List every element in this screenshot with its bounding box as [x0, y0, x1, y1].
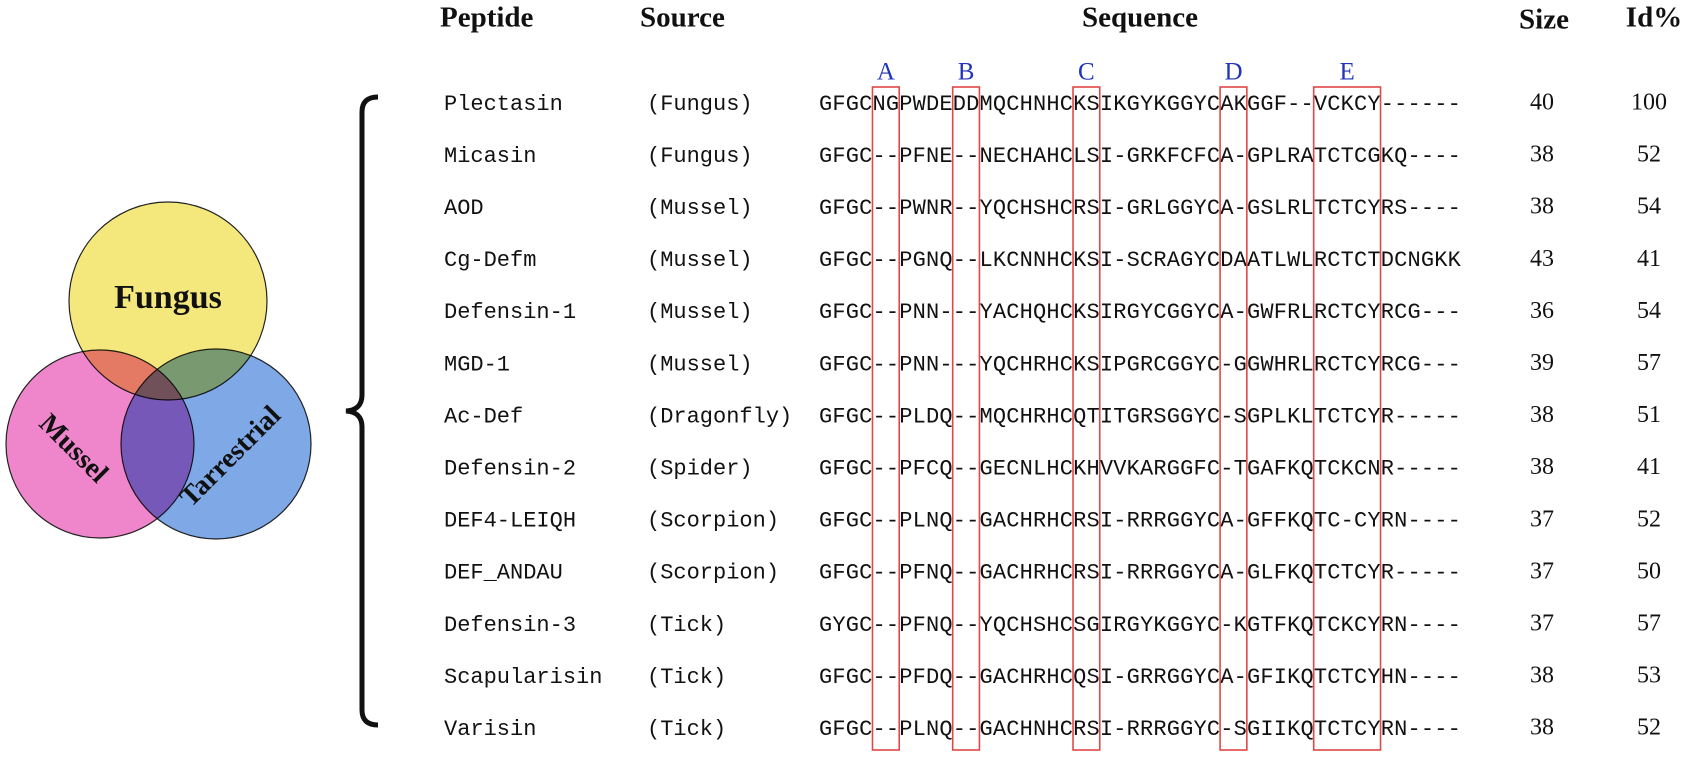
source: (Scorpion): [647, 509, 779, 534]
peptide-name: Varisin: [444, 717, 536, 742]
sequence: GFGC--PWNR--YQCHSHCRSI-GRLGGYCA-GSLRLTCT…: [819, 196, 1461, 221]
peptide-name: Cg-Defm: [444, 248, 536, 273]
venn-diagram: [5, 201, 312, 540]
sequence: GFGC--PNN---YACHQHCKSIRGYCGGYCA-GWFRLRCT…: [819, 300, 1461, 325]
venn-label: Fungus: [114, 279, 222, 316]
sequence: GFGC--PFNE--NECHAHCLSI-GRKFCFCA-GPLRATCT…: [819, 144, 1461, 169]
sequence: GFGC--PLNQ--GACHRHCRSI-RRRGGYCA-GFFKQTC-…: [819, 509, 1461, 534]
identity: 52: [1637, 506, 1661, 532]
sequence: GFGC--PFCQ--GECNLHCKHVVKARGGFC-TGAFKQTCK…: [819, 457, 1461, 482]
size: 38: [1530, 663, 1554, 689]
column-header: Source: [640, 2, 725, 34]
identity: 100: [1631, 90, 1667, 116]
size: 39: [1530, 350, 1554, 376]
peptide-name: Defensin-2: [444, 457, 576, 482]
size: 38: [1530, 715, 1554, 741]
region-label: E: [1339, 59, 1354, 86]
region-label: A: [877, 59, 895, 86]
region-box: [1072, 86, 1101, 751]
identity: 51: [1637, 402, 1661, 428]
size: 38: [1530, 454, 1554, 480]
sequence: GFGC--PFNQ--GACHRHCRSI-RRRGGYCA-GLFKQTCT…: [819, 561, 1461, 586]
source: (Mussel): [647, 300, 753, 325]
sequence: GFGC--PLNQ--GACHNHCRSI-RRRGGYC-SGIIKQTCT…: [819, 717, 1461, 742]
identity: 54: [1637, 298, 1661, 324]
identity: 52: [1637, 142, 1661, 168]
region-box: [951, 86, 981, 751]
sequence: GFGC--PGNQ--LKCNNHCKSI-SCRAGYCDAATLWLRCT…: [819, 248, 1462, 273]
region-box: [1219, 86, 1248, 751]
source: (Fungus): [647, 92, 753, 117]
column-header: Peptide: [440, 2, 534, 34]
size: 43: [1530, 246, 1554, 272]
peptide-name: AOD: [444, 196, 484, 221]
sequence: GFGC--PLDQ--MQCHRHCQTITGRSGGYC-SGPLKLTCT…: [819, 404, 1461, 429]
source: (Mussel): [647, 248, 753, 273]
region-label: C: [1078, 59, 1095, 86]
size: 38: [1530, 142, 1554, 168]
source: (Fungus): [647, 144, 753, 169]
source: (Mussel): [647, 352, 753, 377]
source: (Spider): [647, 457, 753, 482]
identity: 41: [1637, 454, 1661, 480]
column-header: Id%: [1626, 2, 1682, 34]
column-header: Size: [1519, 4, 1569, 36]
peptide-name: Defensin-3: [444, 613, 576, 638]
region-label: D: [1224, 59, 1242, 86]
size: 37: [1530, 611, 1554, 637]
size: 38: [1530, 402, 1554, 428]
source: (Scorpion): [647, 561, 779, 586]
identity: 41: [1637, 246, 1661, 272]
identity: 57: [1637, 611, 1661, 637]
peptide-name: Scapularisin: [444, 665, 602, 690]
identity: 50: [1637, 558, 1661, 584]
region-box: [1312, 86, 1382, 751]
identity: 52: [1637, 715, 1661, 741]
source: (Tick): [647, 665, 726, 690]
peptide-name: Defensin-1: [444, 300, 576, 325]
identity: 57: [1637, 350, 1661, 376]
size: 37: [1530, 558, 1554, 584]
region-label: B: [958, 59, 975, 86]
sequence: GFGCNGPWDEDDMQCHNHCKSIKGYKGGYCAKGGF--VCK…: [819, 92, 1461, 117]
column-header: Sequence: [1082, 2, 1198, 34]
source: (Tick): [647, 717, 726, 742]
identity: 54: [1637, 194, 1661, 220]
peptide-name: MGD-1: [444, 352, 510, 377]
venn-circle: [120, 348, 312, 540]
region-box: [871, 86, 901, 751]
sequence: GYGC--PFNQ--YQCHSHCSGIRGYKGGYC-KGTFKQTCK…: [819, 613, 1461, 638]
size: 38: [1530, 194, 1554, 220]
source: (Dragonfly): [647, 404, 792, 429]
source: (Mussel): [647, 196, 753, 221]
peptide-name: Ac-Def: [444, 404, 523, 429]
source: (Tick): [647, 613, 726, 638]
size: 40: [1530, 90, 1554, 116]
peptide-name: DEF_ANDAU: [444, 561, 563, 586]
peptide-name: DEF4-LEIQH: [444, 509, 576, 534]
sequence: GFGC--PFDQ--GACHRHCQSI-GRRGGYCA-GFIKQTCT…: [819, 665, 1461, 690]
size: 36: [1530, 298, 1554, 324]
brace: [345, 94, 379, 728]
size: 37: [1530, 506, 1554, 532]
sequence: GFGC--PNN---YQCHRHCKSIPGRCGGYC-GGWHRLRCT…: [819, 352, 1461, 377]
peptide-name: Plectasin: [444, 92, 563, 117]
peptide-name: Micasin: [444, 144, 536, 169]
identity: 53: [1637, 663, 1661, 689]
